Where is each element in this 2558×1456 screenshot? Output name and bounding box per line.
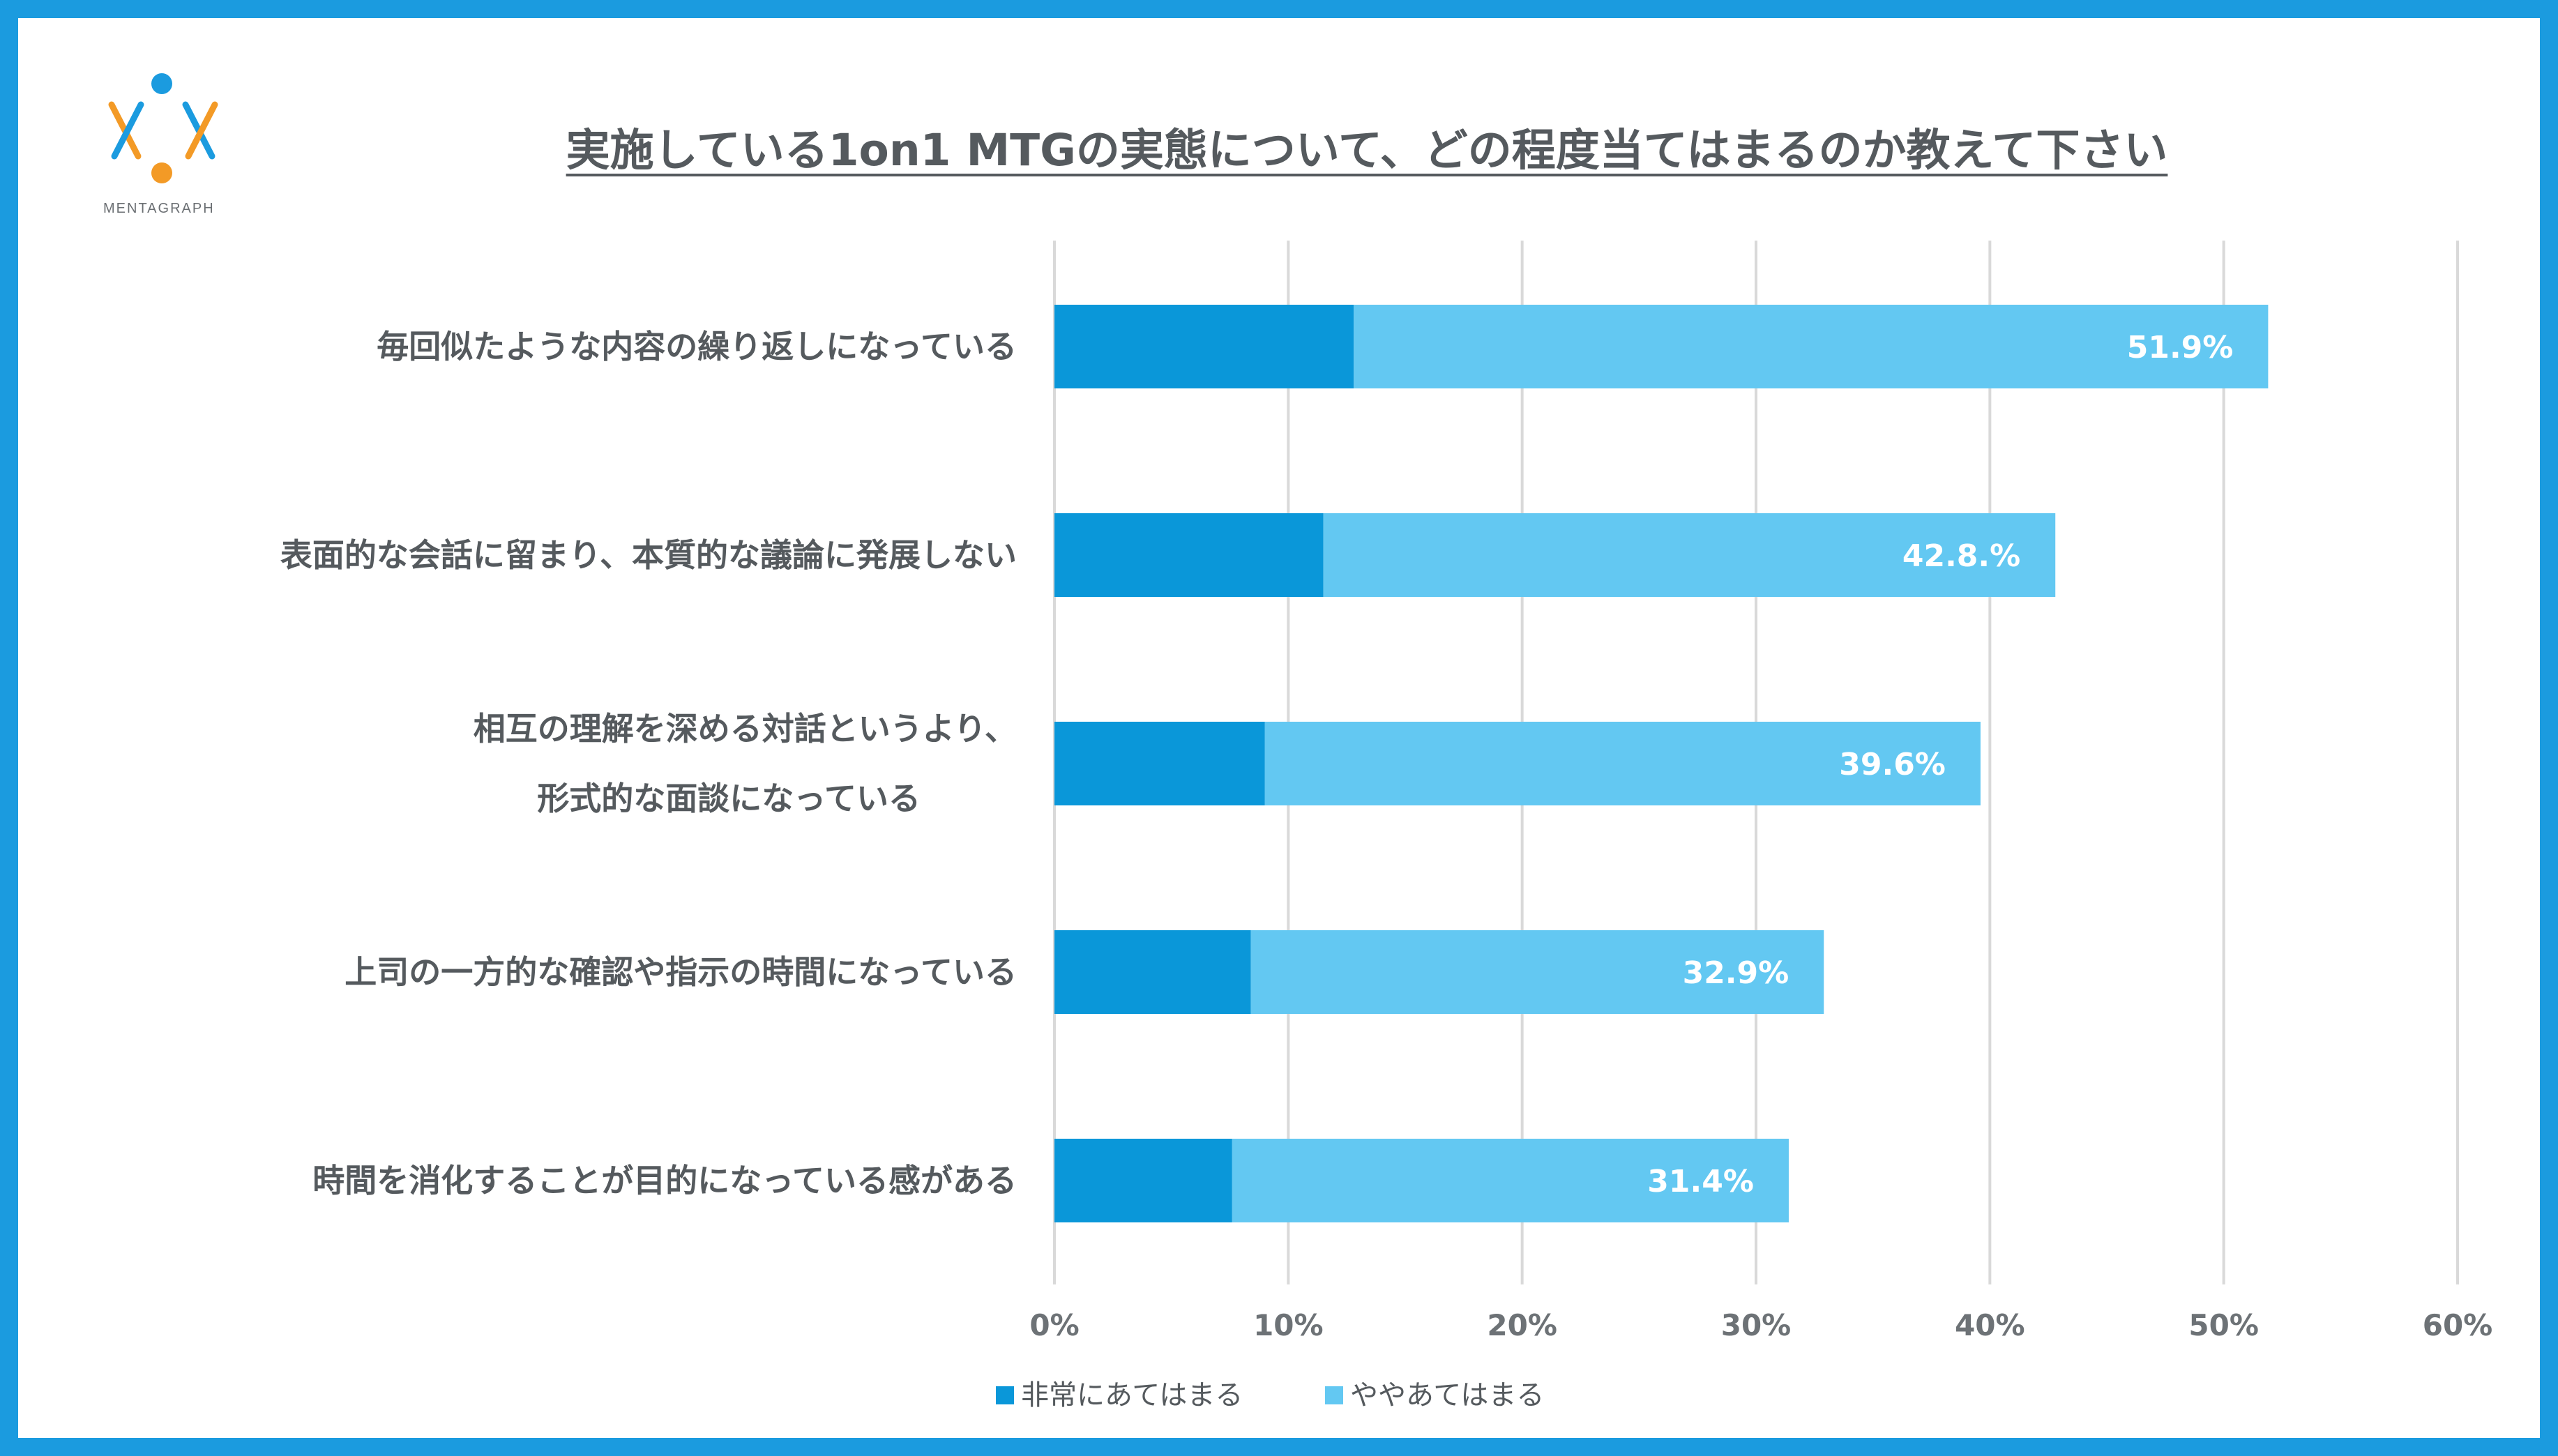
x-tick-label: 30% <box>1721 1308 1792 1342</box>
category-label: 表面的な会話に留まり、本質的な議論に発展しない <box>280 536 1017 574</box>
mentagraph-logo <box>108 73 218 183</box>
bar-segment <box>1054 305 1354 388</box>
legend-swatch <box>1325 1386 1343 1404</box>
x-tick-label: 10% <box>1253 1308 1324 1342</box>
x-axis-ticks: 0% 10% 20% 30% 40% 50% 60% <box>1029 1308 2492 1342</box>
legend: 非常にあてはまる ややあてはまる <box>996 1379 1544 1411</box>
chart-title: 実施している1on1 MTGの実態について、どの程度当てはまるのか教えて下さい <box>566 125 2168 176</box>
logo-stroke-orange-right <box>185 101 218 160</box>
bars: 51.9% 42.8.% 39.6% 32.9% 31.4% <box>1054 305 2269 1222</box>
logo-wordmark: MENTAGRAPH <box>103 201 215 216</box>
logo-stroke-blue-left <box>111 101 144 160</box>
category-label: 時間を消化することが目的になっている感がある <box>312 1162 1017 1199</box>
bar-segment <box>1054 930 1251 1014</box>
category-label: 上司の一方的な確認や指示の時間になっている <box>345 953 1017 991</box>
bar-segment <box>1354 305 2269 388</box>
category-label: 形式的な面談になっている <box>537 780 921 817</box>
legend-label: ややあてはまる <box>1350 1379 1544 1411</box>
bar-value-label: 39.6% <box>1839 747 1946 782</box>
logo-bottom-dot <box>151 162 172 183</box>
x-tick-label: 20% <box>1487 1308 1557 1342</box>
bar-value-label: 42.8.% <box>1902 538 2020 574</box>
x-tick-label: 0% <box>1029 1308 1079 1342</box>
bar-segment <box>1054 722 1265 805</box>
bar-value-label: 51.9% <box>2127 330 2234 365</box>
category-label: 相互の理解を深める対話というより、 <box>474 710 1017 748</box>
category-labels: 毎回似たような内容の繰り返しになっている表面的な会話に留まり、本質的な議論に発展… <box>280 328 1017 1199</box>
bar-segment <box>1054 513 1324 597</box>
bar-segment <box>1232 1139 1789 1222</box>
x-tick-label: 40% <box>1955 1308 2025 1342</box>
logo-top-dot <box>151 73 172 94</box>
bar-value-label: 32.9% <box>1683 955 1789 991</box>
bar-segment <box>1250 930 1824 1014</box>
x-tick-label: 60% <box>2423 1308 2493 1342</box>
bar-value-label: 31.4% <box>1647 1164 1754 1199</box>
legend-label: 非常にあてはまる <box>1021 1379 1243 1411</box>
bar-segment <box>1323 513 2056 597</box>
x-tick-label: 50% <box>2188 1308 2259 1342</box>
category-label: 毎回似たような内容の繰り返しになっている <box>377 328 1017 365</box>
bar-segment <box>1054 1139 1232 1222</box>
legend-swatch <box>996 1386 1014 1404</box>
bar-segment <box>1264 722 1981 805</box>
